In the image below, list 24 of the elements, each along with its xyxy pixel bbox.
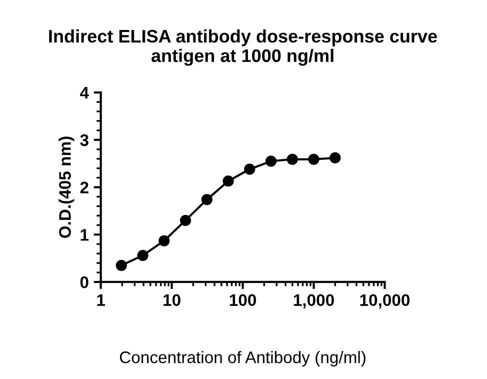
point [330,152,341,164]
x-tick-label: 1,000 [294,294,334,308]
y-tick-label: 3 [80,134,88,146]
point [244,164,256,175]
point [201,194,212,206]
x-axis-title: Concentration of Antibody (ng/ml) [120,350,366,367]
chart-title: Indirect ELISA antibody dose-response curve antigen at 1000 ng/ml [49,29,437,66]
y-tick-label: 1 [80,229,89,241]
y-tick-label: 2 [80,182,88,194]
point [286,154,298,165]
point [308,154,320,165]
y-tick-label: 0 [80,276,88,288]
point [222,176,234,187]
y-axis-title: O.D.(405 nm) [58,136,74,238]
x-tick-label: 10 [164,294,180,306]
point [137,250,148,261]
point [265,156,277,167]
point [180,214,192,226]
y-tick-label: 4 [80,87,89,99]
point [158,235,170,246]
x-tick-label: 100 [230,294,256,306]
x-tick-label: 1 [97,294,105,306]
point [116,260,127,271]
x-tick-label: 10,000 [360,294,410,308]
